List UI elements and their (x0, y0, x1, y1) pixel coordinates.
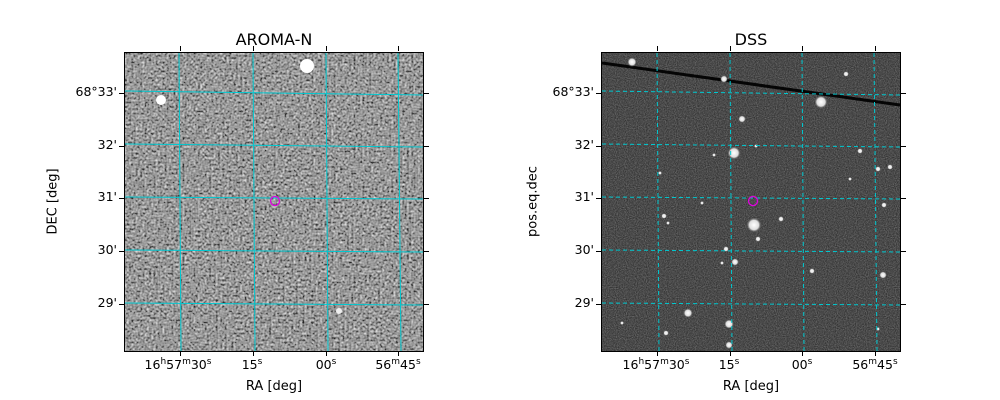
x-axis-label: RA [deg] (245, 379, 303, 394)
coordinate-grid (125, 53, 423, 351)
ra-tick: 16h57m30s (622, 357, 690, 373)
dec-tick: 31' (574, 189, 594, 204)
ra-tick: 16h57m30s (144, 357, 212, 373)
dec-tick: 30' (574, 242, 594, 257)
dss-image (601, 52, 901, 352)
target-marker (269, 195, 281, 207)
dec-tick: 29' (97, 295, 117, 310)
panel-title: AROMA-N (235, 30, 313, 49)
star (156, 95, 166, 105)
aroma-noise-image (125, 53, 423, 351)
dec-tick: 30' (97, 242, 117, 257)
dec-tick: 68°33' (552, 84, 595, 99)
dss-sky-image (602, 53, 900, 351)
ra-tick: 00s (791, 357, 813, 373)
target-marker (747, 195, 759, 207)
ra-tick: 56m45s (852, 357, 898, 373)
dec-tick: 29' (574, 295, 594, 310)
ra-tick: 15s (718, 357, 740, 373)
dec-tick: 32' (574, 137, 594, 152)
x-axis-label: RA [deg] (722, 379, 780, 394)
dec-tick: 68°33' (75, 84, 118, 99)
dec-tick: 32' (97, 137, 117, 152)
coordinate-grid (602, 53, 900, 351)
ra-tick: 00s (315, 357, 337, 373)
panel-title: DSS (734, 30, 768, 49)
ra-tick: 15s (241, 357, 263, 373)
dec-tick: 31' (97, 189, 117, 204)
aroma-image (124, 52, 424, 352)
star (336, 308, 342, 314)
y-axis-label: pos.eq.dec (525, 166, 541, 237)
ra-tick: 56m45s (375, 357, 421, 373)
star (300, 59, 314, 73)
